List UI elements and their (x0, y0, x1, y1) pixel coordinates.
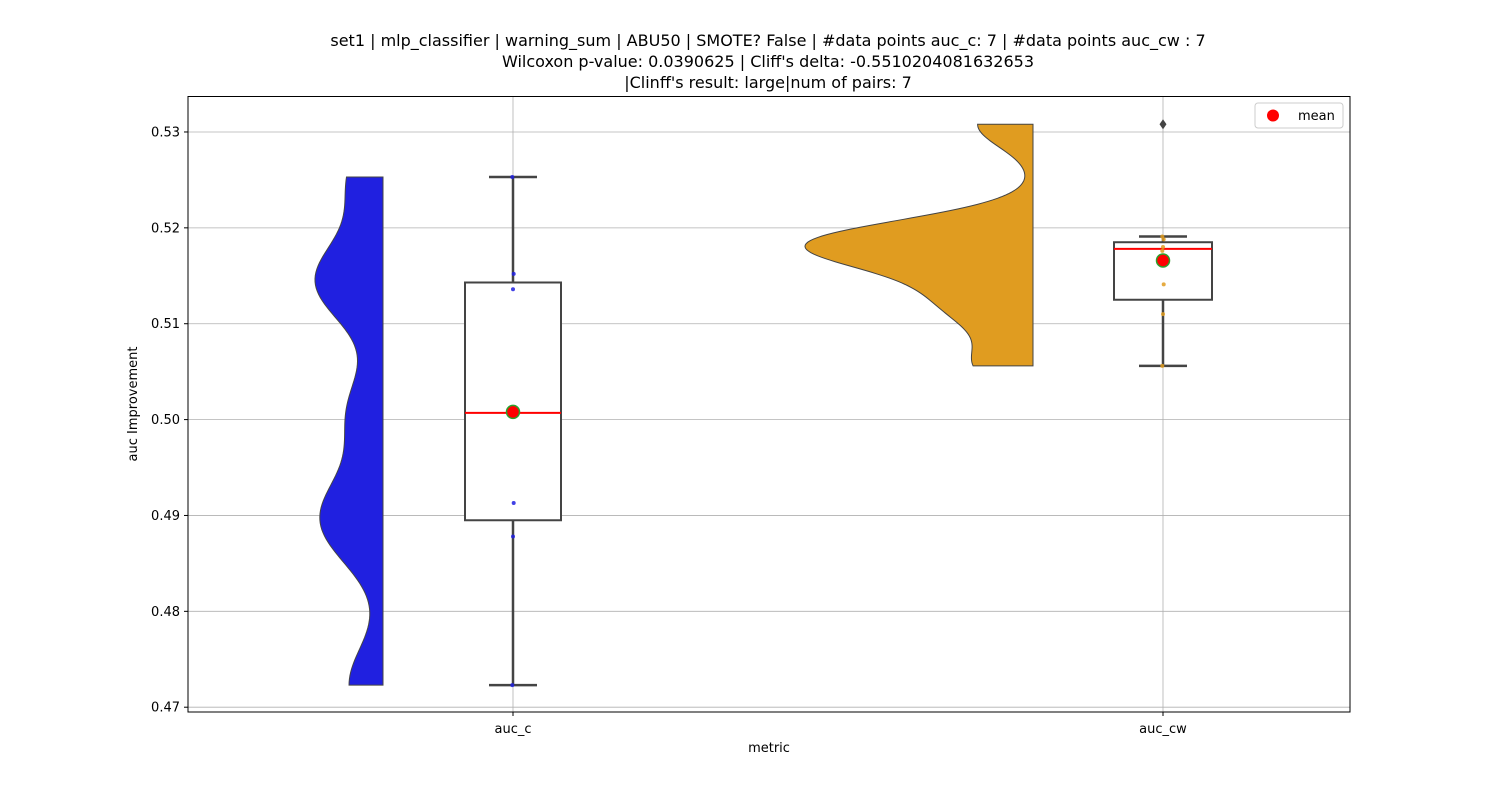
mean-marker (1155, 253, 1171, 268)
legend: mean (1254, 102, 1344, 129)
y-tick-label: 0.48 (151, 605, 180, 620)
data-point (511, 500, 516, 505)
box-layer (464, 119, 1213, 687)
legend-box (1254, 102, 1344, 129)
legend-mean-marker (1267, 109, 1279, 122)
y-tick-label: 0.53 (151, 125, 180, 140)
data-point (510, 175, 515, 180)
y-tick-label: 0.51 (151, 317, 180, 332)
tick-layer: 0.47 0.48 0.49 0.50 0.51 0.52 0.53 auc_c auc_cw (151, 125, 1187, 737)
x-axis-label: metric (748, 741, 790, 756)
box-iqr (464, 281, 562, 522)
data-point (1160, 248, 1165, 253)
title-line-2: Wilcoxon p-value: 0.0390625 | Cliff's de… (502, 52, 1034, 71)
data-point (1160, 234, 1165, 239)
data-point (1161, 245, 1165, 250)
violin-auc_c (314, 176, 384, 686)
x-tick-label: auc_cw (1139, 722, 1187, 737)
data-point (1160, 363, 1165, 368)
data-point (1161, 282, 1166, 287)
boxplot-auc_c (464, 175, 562, 687)
y-tick-label: 0.50 (151, 413, 180, 428)
y-tick-label: 0.52 (151, 221, 180, 236)
point-layer (505, 175, 1171, 688)
y-axis-label: auc Improvement (126, 347, 141, 462)
y-tick-label: 0.49 (151, 509, 180, 524)
box-iqr (1113, 241, 1213, 301)
title-line-1: set1 | mlp_classifier | warning_sum | AB… (330, 31, 1205, 51)
chart-title: set1 | mlp_classifier | warning_sum | AB… (330, 31, 1205, 92)
mean-marker (505, 404, 521, 420)
data-point (510, 683, 515, 688)
y-tick-label: 0.47 (151, 701, 180, 716)
violin-auc_cw (804, 123, 1034, 367)
outlier-point (1159, 119, 1167, 130)
data-point (511, 271, 516, 276)
data-point (511, 287, 515, 292)
data-point (511, 534, 515, 539)
title-line-3: |Clinff's result: large|num of pairs: 7 (624, 73, 912, 92)
legend-mean-label: mean (1298, 109, 1335, 124)
data-point (1161, 312, 1165, 317)
violin-layer (314, 123, 1034, 686)
plot-frame (187, 96, 1351, 713)
x-tick-label: auc_c (494, 722, 531, 737)
